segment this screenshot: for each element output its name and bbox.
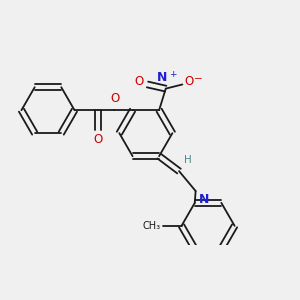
- Text: CH₃: CH₃: [143, 221, 161, 231]
- Text: N: N: [157, 70, 168, 84]
- Text: O: O: [93, 134, 102, 146]
- Text: H: H: [184, 155, 192, 165]
- Text: O: O: [110, 92, 120, 105]
- Text: O: O: [184, 76, 193, 88]
- Text: O: O: [134, 76, 143, 88]
- Text: N: N: [199, 193, 209, 206]
- Text: +: +: [169, 70, 177, 79]
- Text: −: −: [194, 74, 203, 85]
